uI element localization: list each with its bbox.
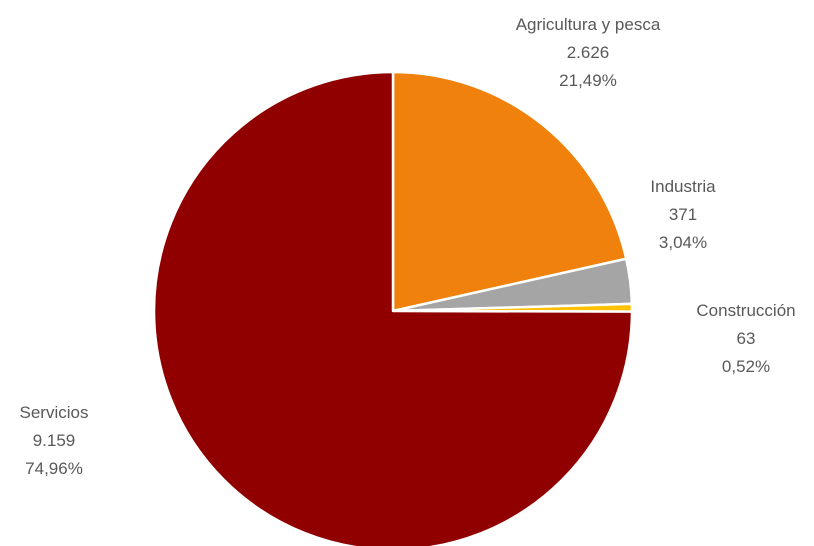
slice-label-percent-construccion: 0,52% xyxy=(722,357,770,376)
slice-label-percent-industria: 3,04% xyxy=(659,233,707,252)
slice-label-name-servicios: Servicios xyxy=(20,403,89,422)
slice-label-name-construccion: Construcción xyxy=(696,301,795,320)
slice-label-name-industria: Industria xyxy=(650,177,716,196)
pie-slices xyxy=(152,70,634,546)
slice-label-percent-agricultura: 21,49% xyxy=(559,71,617,90)
slice-label-value-industria: 371 xyxy=(669,205,697,224)
slice-label-value-agricultura: 2.626 xyxy=(567,43,610,62)
slice-label-value-construccion: 63 xyxy=(737,329,756,348)
pie-slice-servicios xyxy=(152,70,634,546)
slice-label-name-agricultura: Agricultura y pesca xyxy=(516,15,661,34)
pie-slice-agricultura-y-pesca xyxy=(391,70,628,313)
slice-label-value-servicios: 9.159 xyxy=(33,431,76,450)
slice-label-percent-servicios: 74,96% xyxy=(25,459,83,478)
